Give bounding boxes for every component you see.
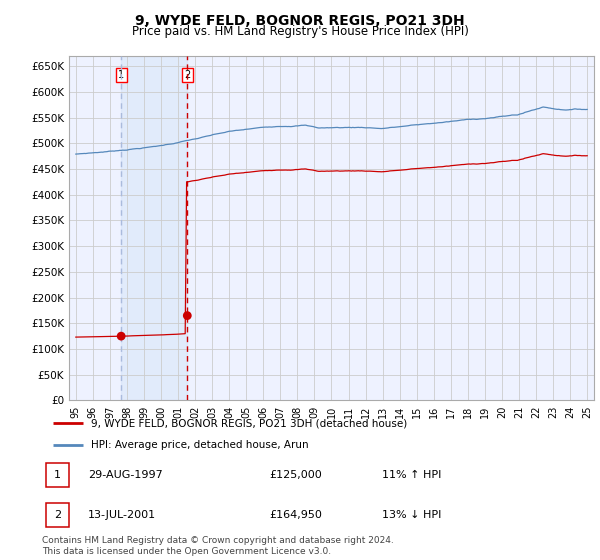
Text: 13% ↓ HPI: 13% ↓ HPI xyxy=(382,510,442,520)
Text: 2: 2 xyxy=(54,510,61,520)
Text: 11% ↑ HPI: 11% ↑ HPI xyxy=(382,470,442,480)
Point xyxy=(116,332,126,340)
Bar xyxy=(121,56,187,400)
Point xyxy=(182,311,192,320)
FancyBboxPatch shape xyxy=(46,463,69,487)
Text: 1: 1 xyxy=(54,470,61,480)
Text: 1: 1 xyxy=(118,70,124,80)
FancyBboxPatch shape xyxy=(46,503,69,526)
Text: Contains HM Land Registry data © Crown copyright and database right 2024.
This d: Contains HM Land Registry data © Crown c… xyxy=(42,536,394,556)
Text: 9, WYDE FELD, BOGNOR REGIS, PO21 3DH (detached house): 9, WYDE FELD, BOGNOR REGIS, PO21 3DH (de… xyxy=(91,418,407,428)
Text: 13-JUL-2001: 13-JUL-2001 xyxy=(88,510,156,520)
Text: 29-AUG-1997: 29-AUG-1997 xyxy=(88,470,163,480)
Text: £164,950: £164,950 xyxy=(269,510,322,520)
Text: 9, WYDE FELD, BOGNOR REGIS, PO21 3DH: 9, WYDE FELD, BOGNOR REGIS, PO21 3DH xyxy=(135,14,465,28)
Text: HPI: Average price, detached house, Arun: HPI: Average price, detached house, Arun xyxy=(91,440,308,450)
Text: £125,000: £125,000 xyxy=(269,470,322,480)
Text: 2: 2 xyxy=(184,70,190,80)
Text: Price paid vs. HM Land Registry's House Price Index (HPI): Price paid vs. HM Land Registry's House … xyxy=(131,25,469,38)
